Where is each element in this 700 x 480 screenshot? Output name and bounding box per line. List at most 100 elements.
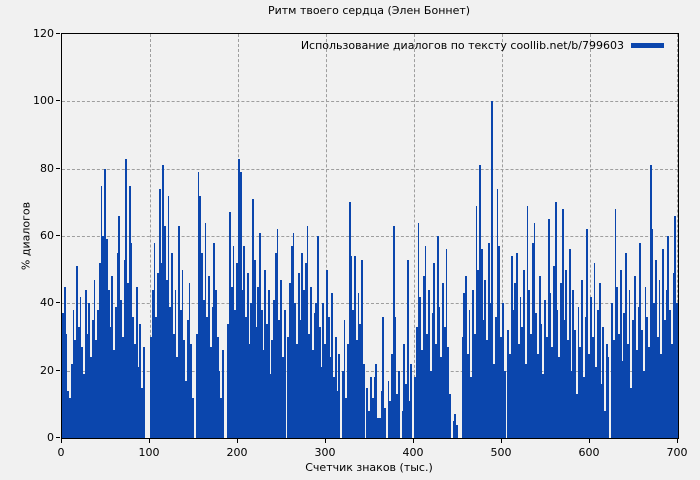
bar	[582, 377, 585, 438]
bar	[83, 374, 85, 438]
bar	[109, 326, 112, 438]
bar	[206, 316, 209, 438]
legend-label: Использование диалогов по тексту coollib…	[300, 38, 624, 52]
bar	[195, 333, 198, 438]
bar	[535, 313, 538, 438]
y-tick-label: 0	[47, 431, 54, 444]
bar	[500, 337, 502, 438]
bar	[401, 411, 404, 438]
bar	[387, 380, 390, 438]
bar	[595, 367, 598, 438]
bar	[561, 209, 564, 438]
bar	[494, 316, 497, 438]
bar	[186, 320, 189, 438]
bar	[93, 279, 96, 438]
y-axis-label: % диалогов	[19, 201, 33, 271]
bar	[479, 165, 481, 438]
bar	[245, 316, 247, 438]
bar	[238, 158, 240, 438]
x-tick-400	[413, 439, 414, 443]
bar	[482, 320, 485, 438]
bar	[65, 333, 68, 438]
bar	[209, 347, 212, 438]
y-tick-0	[56, 437, 60, 438]
bar	[530, 333, 532, 438]
bar	[310, 286, 312, 438]
y-tick-label: 40	[40, 296, 54, 310]
y-tick-label: 60	[40, 229, 54, 242]
bar	[185, 380, 187, 438]
bar	[181, 269, 184, 438]
bar	[626, 343, 629, 438]
bar	[663, 320, 666, 438]
bar	[406, 259, 409, 438]
bar	[301, 252, 304, 438]
bar	[188, 283, 191, 438]
x-tick-700	[677, 439, 678, 443]
bar	[239, 172, 242, 438]
bar	[95, 340, 98, 438]
x-tick-600	[589, 439, 590, 443]
bar	[208, 276, 210, 438]
bar	[276, 229, 279, 438]
bar	[113, 350, 115, 438]
bar	[123, 259, 126, 438]
bar	[197, 172, 200, 438]
bar	[509, 353, 511, 438]
x-tick-label: 100	[138, 446, 160, 459]
bar	[289, 283, 291, 438]
bar	[660, 353, 663, 438]
bar	[377, 417, 379, 438]
bar	[614, 209, 617, 438]
bar	[445, 249, 448, 438]
y-tick-40	[56, 302, 60, 304]
bar	[282, 357, 284, 438]
legend: Использование диалогов по тексту coollib…	[301, 38, 664, 52]
bar	[611, 303, 613, 438]
bar	[641, 330, 643, 438]
bar	[378, 417, 381, 438]
bar	[357, 293, 360, 438]
bar	[521, 326, 524, 438]
bar	[496, 188, 499, 438]
bar	[347, 343, 349, 438]
bar	[81, 347, 84, 438]
bar	[468, 310, 471, 438]
bar	[655, 259, 657, 438]
bar	[472, 289, 474, 438]
bar	[303, 289, 305, 438]
bar	[570, 370, 573, 438]
bar	[632, 320, 634, 438]
bar	[361, 259, 363, 438]
bar	[125, 158, 128, 438]
bar	[345, 397, 348, 438]
bar	[229, 212, 231, 438]
bar	[600, 384, 603, 438]
bar	[313, 313, 316, 438]
bar	[646, 316, 649, 438]
bar	[612, 340, 615, 438]
bar	[155, 316, 158, 438]
bar	[63, 286, 66, 438]
bar	[415, 326, 418, 438]
bar	[178, 225, 180, 438]
bar	[563, 320, 566, 438]
bar	[502, 303, 504, 438]
bar	[104, 168, 106, 438]
bar	[322, 303, 325, 438]
bar	[132, 316, 135, 438]
bar	[454, 414, 457, 438]
bar	[352, 310, 355, 438]
y-tick-label: 80	[40, 161, 54, 175]
bar	[343, 320, 346, 438]
bar	[503, 370, 506, 438]
bar	[107, 289, 110, 438]
bar	[114, 306, 117, 438]
bar	[308, 333, 311, 438]
bar	[565, 269, 568, 438]
bar	[618, 333, 620, 438]
bar	[262, 350, 265, 438]
bar	[625, 252, 627, 438]
bar	[623, 313, 626, 438]
